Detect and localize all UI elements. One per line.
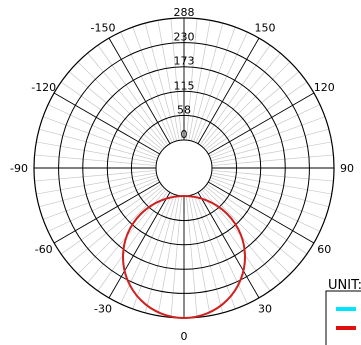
angle-tick-labels: 0 30 60 90 120 150 -30 -60 -90 -120 -150 [10,22,354,343]
grid-spoke [132,194,175,310]
major-spoke [197,37,260,144]
grid-spoke [211,170,334,182]
grid-spoke [210,177,326,220]
angle-tick-label: 0 [181,330,188,343]
angle-tick-label: -150 [91,22,116,35]
major-spoke [208,181,315,244]
grid-spoke [60,183,162,255]
grid-spoke [170,195,182,318]
grid-spoke [209,179,321,232]
grid-spoke [77,187,165,275]
grid-spoke [157,20,180,141]
grid-spoke [210,174,329,208]
grid-spoke [97,44,169,146]
grid-spoke [120,31,173,143]
grid-spoke [36,172,157,195]
grid-spoke [205,71,300,151]
grid-spoke [205,185,300,265]
radial-tick-label: 230 [174,31,195,44]
legend-title: UNIT: [328,278,361,293]
grid-spoke [170,18,182,141]
radial-tick-label: 173 [174,55,195,68]
grid-spoke [144,23,178,142]
grid-spoke [203,187,291,275]
grid-spoke [193,26,236,142]
grid-spoke [193,194,236,310]
grid-spoke [211,141,332,164]
radial-ring [155,139,213,197]
angle-tick-label: 30 [258,302,272,315]
grid-spoke [68,185,163,265]
grid-spoke [34,170,157,182]
grid-spoke [206,183,308,255]
series-layer [122,195,246,319]
grid-spoke [188,20,211,141]
grid-spoke [190,23,224,142]
grid-spoke [77,61,165,149]
angle-tick-label: 120 [314,81,335,94]
grid-spoke [42,177,158,220]
grid-spoke [188,195,211,316]
series-curve [122,195,246,319]
grid-spoke [34,154,157,166]
grid-spoke [157,195,180,316]
grid-spoke [47,179,159,232]
grid-spoke [42,116,158,159]
major-spoke [53,92,160,155]
grid-spoke [203,61,291,149]
grid-spoke [39,174,158,208]
angle-tick-label: 60 [317,243,331,256]
grid-spoke [199,190,271,292]
angle-tick-label: -90 [10,162,28,175]
radial-tick-label: 58 [177,103,191,116]
angle-tick-label: -120 [31,81,56,94]
grid-spoke [211,172,332,195]
grid-spoke [199,44,271,146]
grid-spoke [144,194,178,313]
legend: UNIT: [325,278,361,345]
radial-tick-label: 0 [181,128,188,141]
major-spoke [197,192,260,299]
radial-tick-labels: 0 58 115 173 230 288 [174,6,195,141]
grid-spoke [186,195,198,318]
grid-spoke [209,104,321,157]
grid-spoke [47,104,159,157]
angle-tick-label: 150 [255,22,276,35]
major-spoke [208,92,315,155]
angle-tick-label: -30 [94,302,112,315]
angle-tick-label: 90 [340,162,354,175]
legend-box [325,290,361,345]
grid-spoke [97,190,169,292]
major-spoke [53,181,160,244]
grid-spoke [195,31,248,143]
grid-spoke [210,116,326,159]
grid-spoke [60,81,162,153]
grid-spoke [186,18,198,141]
radial-tick-label: 115 [174,79,195,92]
grid-spoke [87,52,167,147]
grid-spoke [190,194,224,313]
angle-tick-label: -60 [35,243,53,256]
legend-swatch-red [336,326,356,330]
grid-spoke [210,128,329,162]
grid-spoke [201,52,281,147]
grid-spoke [132,26,175,142]
grid-spoke [39,128,158,162]
grid-spoke [68,71,163,151]
grid-spoke [36,141,157,164]
radial-tick-label: 288 [174,6,195,19]
grid-spoke [206,81,308,153]
major-spokes [34,18,334,318]
angular-grid [34,18,334,318]
major-spoke [108,192,171,299]
grid-spoke [211,154,334,166]
major-spoke [108,37,171,144]
legend-swatch-cyan [336,307,356,311]
